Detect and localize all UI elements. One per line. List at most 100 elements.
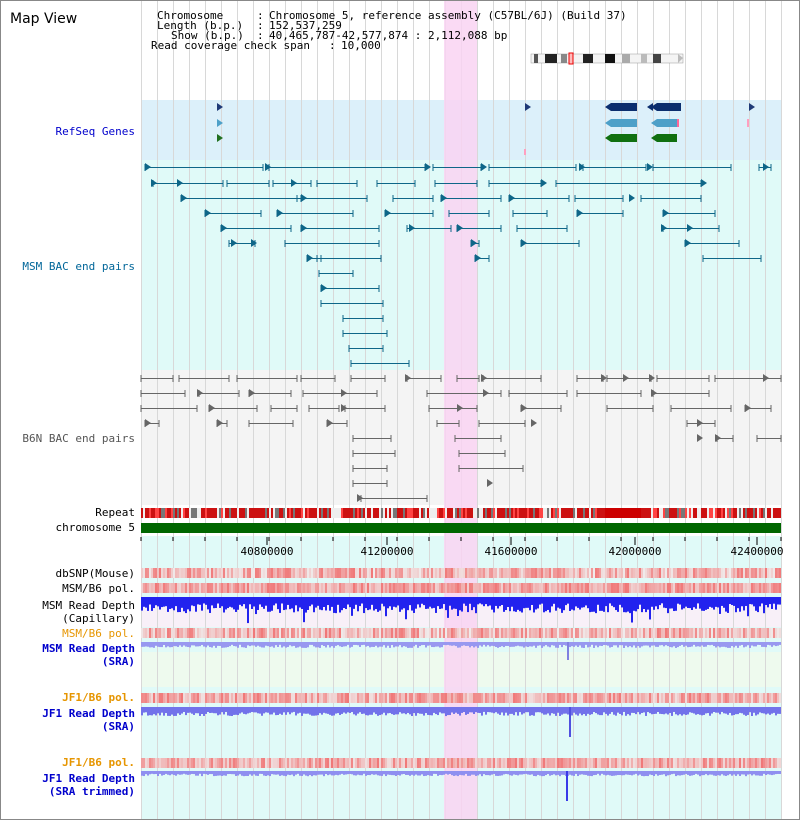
heat-cell (199, 568, 201, 578)
heat-cell (401, 568, 403, 578)
heat-cell (507, 583, 509, 593)
depth-bar (435, 597, 437, 613)
heat-cell (349, 693, 351, 703)
heat-cell (523, 758, 525, 768)
heat-cell (645, 583, 647, 593)
heat-cell (233, 568, 235, 578)
depth-bar (249, 707, 251, 713)
heat-cell (289, 568, 291, 578)
depth-bar (171, 707, 173, 715)
depth-bar (545, 707, 547, 715)
refseq-gene-features[interactable] (217, 103, 755, 155)
repeat-block (503, 508, 505, 518)
depth-bar (651, 707, 653, 715)
depth-bar (679, 771, 681, 776)
depth-bar (503, 771, 505, 775)
track-label-b6n-bac: B6N BAC end pairs (22, 432, 135, 445)
depth-bar (405, 642, 407, 647)
heat-cell (571, 568, 573, 578)
depth-bar (349, 597, 351, 608)
depth-bar (511, 707, 513, 714)
msm-bac-pairs[interactable] (144, 163, 772, 367)
strand-arrow (217, 134, 223, 142)
heat-cell (549, 693, 551, 703)
heat-cell (537, 568, 539, 578)
heat-cell (571, 758, 573, 768)
heat-cell (251, 583, 253, 593)
heat-cell (225, 583, 227, 593)
strand-arrow (763, 374, 769, 382)
depth-bar (275, 642, 277, 646)
depth-bar (559, 707, 561, 716)
repeat-block (633, 508, 635, 518)
depth-bar (165, 642, 167, 648)
depth-bar (431, 597, 433, 609)
depth-bar (275, 771, 277, 775)
heat-cell (533, 628, 535, 638)
heat-cell (575, 568, 577, 578)
highlight-region[interactable] (444, 1, 477, 819)
heat-cell (443, 628, 445, 638)
depth-bar (557, 707, 559, 713)
depth-bar (769, 597, 771, 605)
depth-bar (359, 707, 361, 713)
depth-bar (571, 597, 573, 610)
depth-bar (175, 597, 177, 607)
depth-bar (665, 597, 667, 609)
repeat-block (735, 508, 737, 518)
heat-cell (189, 693, 191, 703)
repeat-block (187, 508, 189, 518)
heat-cell (377, 628, 379, 638)
heat-cell (671, 583, 673, 593)
heat-cell (279, 628, 281, 638)
heat-cell (357, 628, 359, 638)
heat-cell (477, 693, 479, 703)
depth-bar (633, 597, 635, 611)
depth-bar (663, 597, 665, 608)
depth-bar (205, 642, 207, 648)
depth-bar (379, 642, 381, 647)
heat-cell (147, 568, 149, 578)
heat-cell (435, 758, 437, 768)
heat-cell (309, 758, 311, 768)
heat-cell (313, 758, 315, 768)
heat-cell (433, 758, 435, 768)
heat-cell (381, 583, 383, 593)
heat-cell (171, 693, 173, 703)
heat-cell (699, 568, 701, 578)
heat-cell (709, 583, 711, 593)
depth-bar (415, 642, 417, 645)
heat-cell (339, 568, 341, 578)
depth-bar (197, 597, 199, 605)
heat-cell (207, 568, 209, 578)
heat-cell (205, 693, 207, 703)
heat-cell (405, 693, 407, 703)
depth-bar (419, 771, 421, 776)
depth-bar (185, 597, 187, 614)
heat-cell (197, 583, 199, 593)
repeat-block (291, 508, 293, 518)
chromosome-ideogram[interactable] (530, 52, 684, 65)
heat-cell (753, 583, 755, 593)
heat-cell (225, 568, 227, 578)
heat-cell (321, 693, 323, 703)
heat-cell (295, 693, 297, 703)
heat-cell (303, 568, 305, 578)
repeat-block (177, 508, 179, 518)
heat-cell (677, 568, 679, 578)
b6n-bac-pairs[interactable] (140, 374, 782, 502)
heat-cell (289, 693, 291, 703)
depth-bar (369, 707, 371, 715)
heat-cell (159, 758, 161, 768)
heat-cell (485, 568, 487, 578)
heat-cell (609, 758, 611, 768)
depth-bar (307, 642, 309, 648)
strand-arrow (217, 419, 223, 427)
heat-cell (443, 583, 445, 593)
depth-bar (415, 771, 417, 775)
depth-bar (497, 642, 499, 648)
depth-bar (243, 707, 245, 714)
heat-cell (183, 628, 185, 638)
depth-bar (699, 771, 701, 777)
